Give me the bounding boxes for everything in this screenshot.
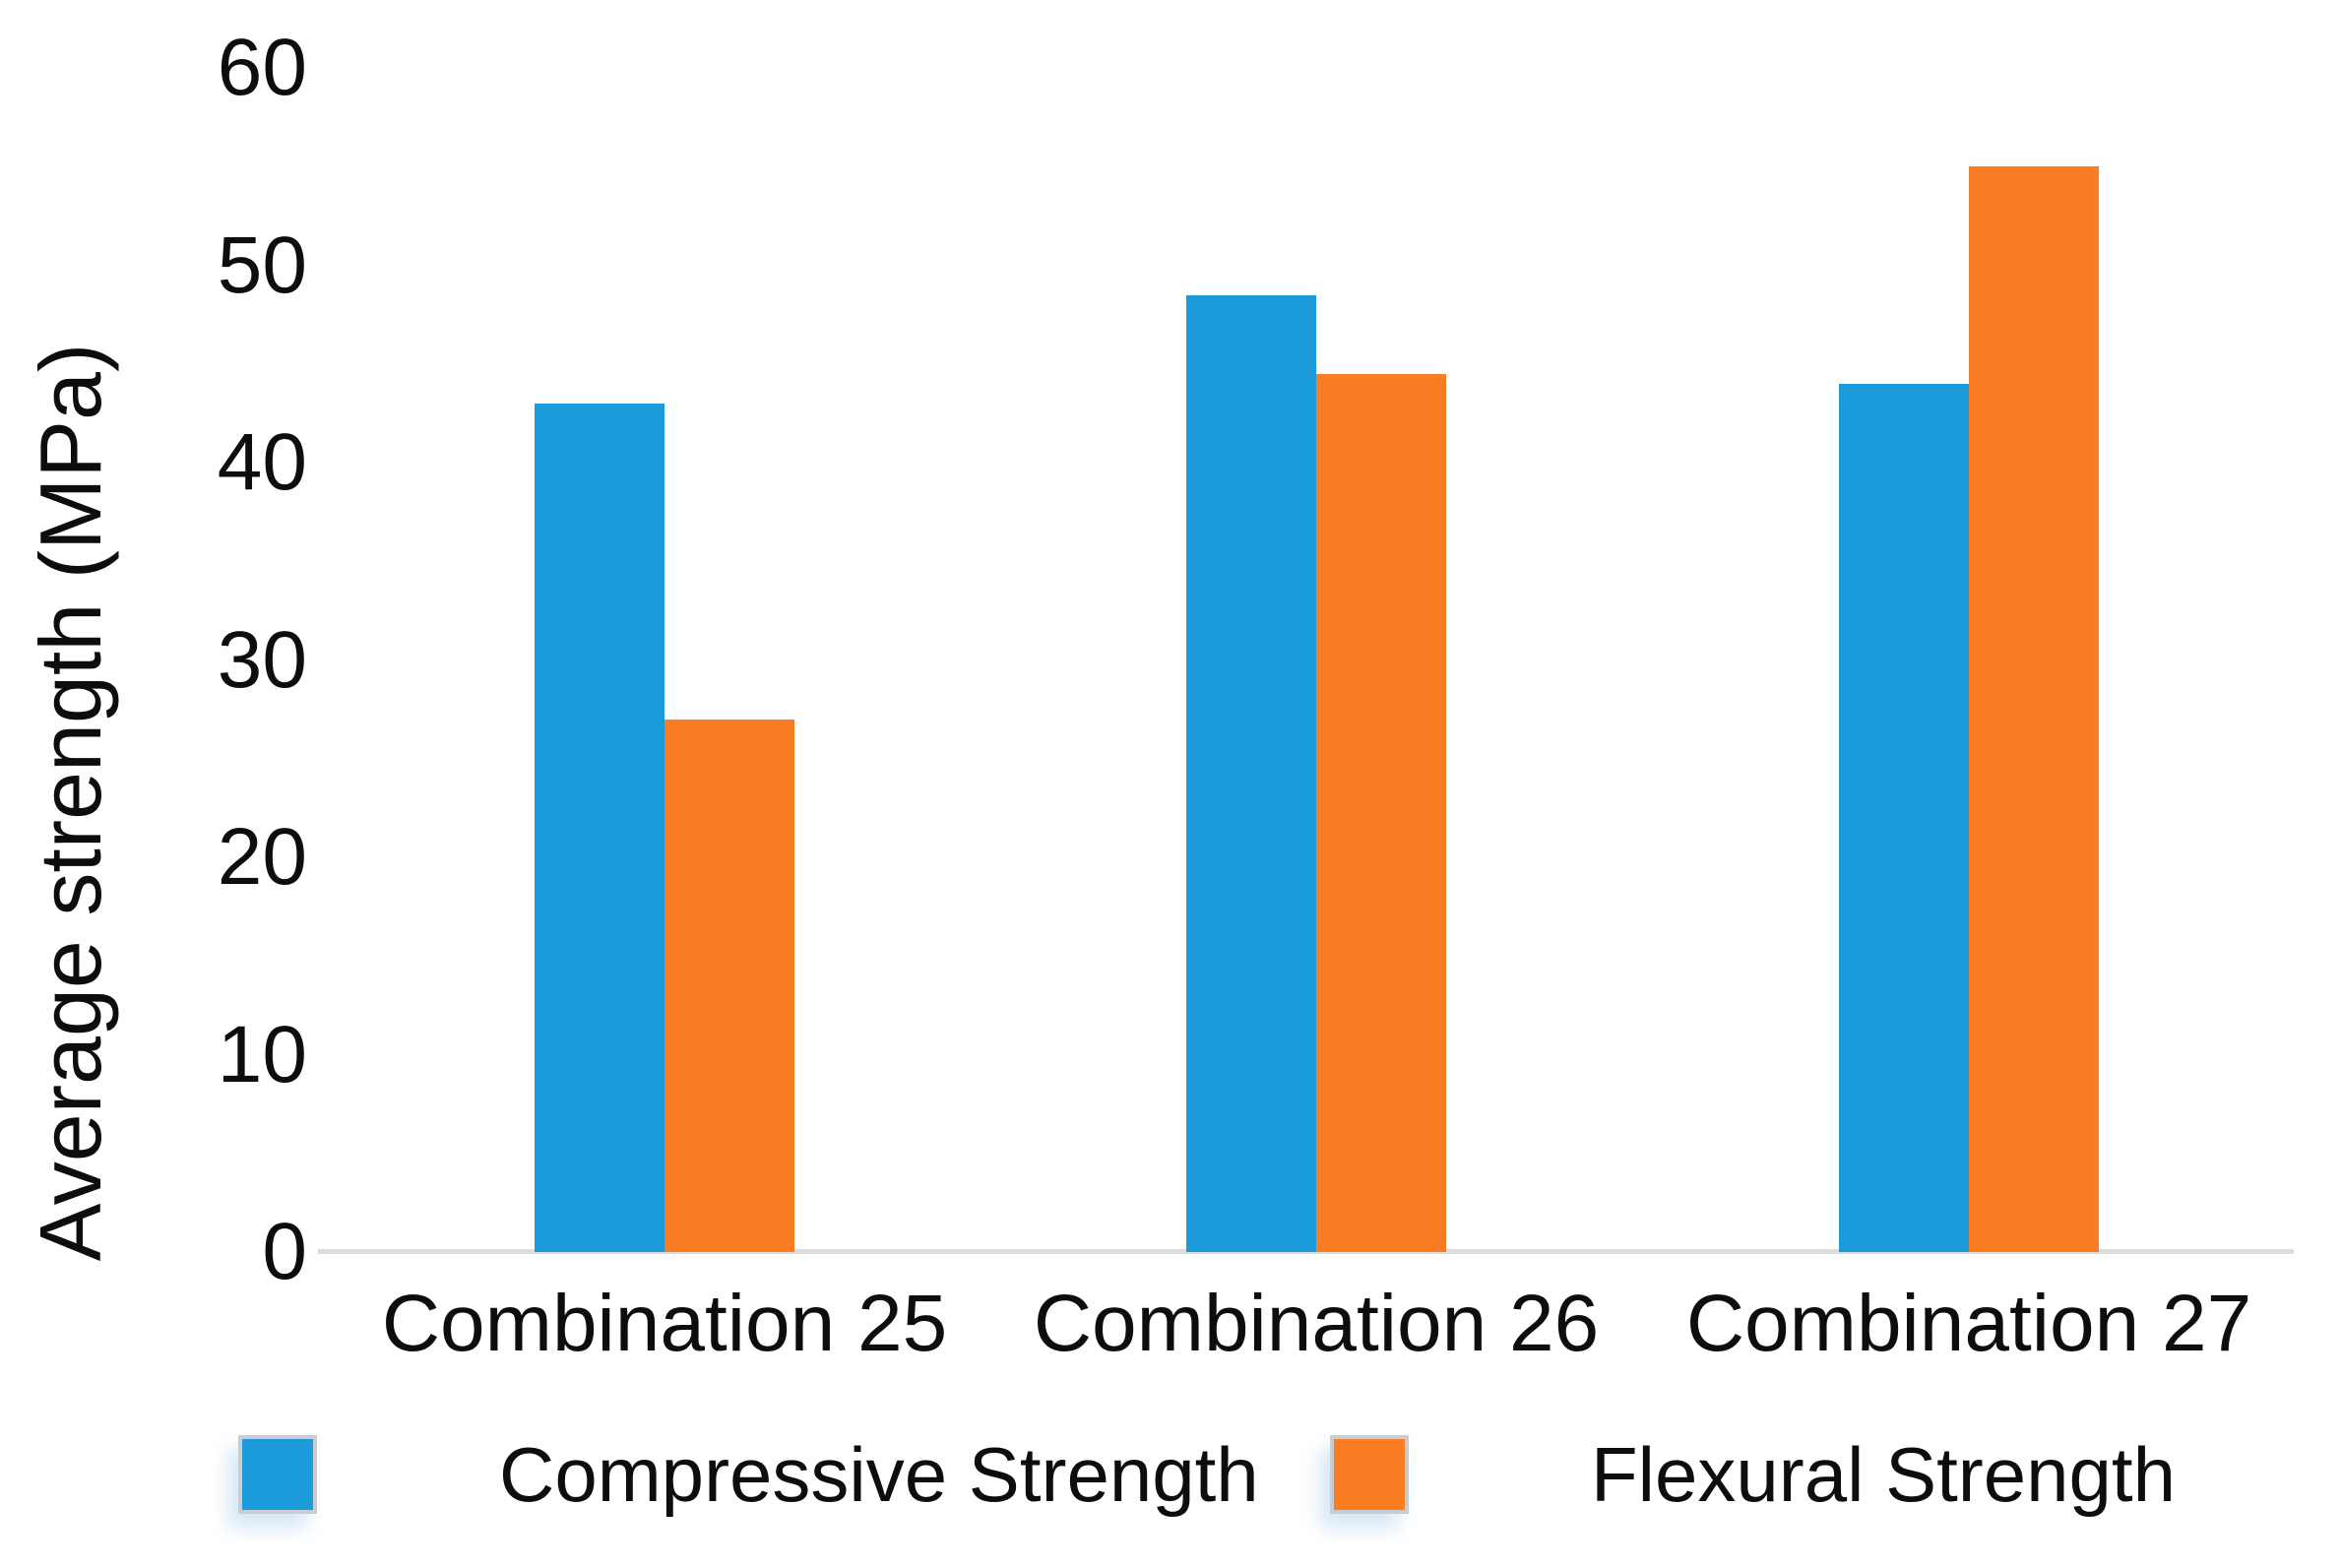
x-category-label-combination-26: Combination 26 (1033, 1279, 1600, 1368)
bar-flexural-strength-combination-25 (665, 719, 794, 1252)
legend-label-flexural-strength: Flexural Strength (1591, 1431, 2176, 1518)
legend-swatch-compressive-strength (238, 1435, 317, 1514)
y-tick-label-10: 10 (217, 1009, 307, 1099)
legend-label-compressive-strength: Compressive Strength (499, 1431, 1259, 1518)
x-category-label-combination-27: Combination 27 (1685, 1279, 2252, 1368)
x-category-label-combination-25: Combination 25 (381, 1279, 948, 1368)
y-tick-label-60: 60 (217, 23, 307, 112)
bar-flexural-strength-combination-26 (1316, 373, 1446, 1252)
y-tick-label-20: 20 (217, 812, 307, 902)
legend-item-compressive-strength: Compressive Strength (238, 1433, 1259, 1516)
legend-item-flexural-strength: Flexural Strength (1330, 1433, 2176, 1516)
legend-swatch-flexural-strength (1330, 1435, 1409, 1514)
y-tick-label-40: 40 (217, 417, 307, 507)
bar-flexural-strength-combination-27 (1969, 166, 2099, 1252)
y-tick-label-0: 0 (262, 1207, 307, 1296)
y-tick-label-50: 50 (217, 220, 307, 310)
bar-compressive-strength-combination-26 (1186, 294, 1316, 1252)
bar-compressive-strength-combination-27 (1839, 383, 1969, 1252)
bar-compressive-strength-combination-25 (535, 403, 665, 1252)
y-tick-label-30: 30 (217, 614, 307, 705)
